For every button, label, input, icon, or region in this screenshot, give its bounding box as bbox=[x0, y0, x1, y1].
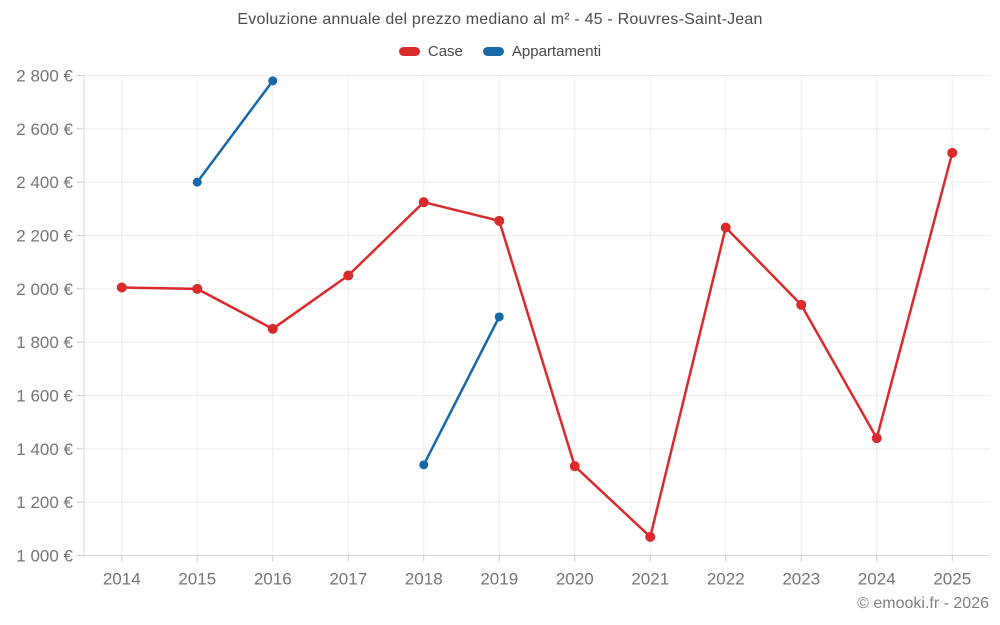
series-case-point-2017 bbox=[343, 270, 354, 281]
x-axis-label-2022: 2022 bbox=[707, 570, 745, 589]
series-appartamenti-point-2016 bbox=[268, 76, 278, 86]
series-case-point-2015 bbox=[192, 283, 203, 294]
legend: Case Appartamenti bbox=[0, 43, 1000, 60]
y-axis-label-2200: 2 200 € bbox=[16, 227, 73, 246]
x-axis-label-2024: 2024 bbox=[858, 570, 896, 589]
appartamenti-series-swatch-icon bbox=[482, 47, 504, 56]
chart-title: Evoluzione annuale del prezzo mediano al… bbox=[237, 11, 763, 28]
legend-item-appartamenti[interactable]: Appartamenti bbox=[482, 43, 602, 60]
legend-label-appartamenti: Appartamenti bbox=[511, 43, 602, 60]
series-case-point-2018 bbox=[418, 197, 429, 208]
x-axis-label-2019: 2019 bbox=[480, 570, 518, 589]
case-series-swatch-icon bbox=[398, 47, 420, 56]
series-case-point-2024 bbox=[871, 433, 882, 444]
x-axis-label-2017: 2017 bbox=[329, 570, 367, 589]
y-axis-label-1000: 1 000 € bbox=[16, 547, 73, 566]
x-axis-label-2023: 2023 bbox=[782, 570, 820, 589]
x-axis-label-2021: 2021 bbox=[631, 570, 669, 589]
series-case-point-2020 bbox=[569, 461, 580, 472]
series-appartamenti-point-2018 bbox=[419, 460, 429, 470]
series-case-point-2021 bbox=[645, 531, 656, 542]
y-axis-label-1800: 1 800 € bbox=[16, 333, 73, 352]
series-appartamenti-line bbox=[196, 79, 274, 184]
footer-credit-link[interactable]: © emooki.fr - 2026 bbox=[857, 595, 989, 612]
x-axis-label-2015: 2015 bbox=[178, 570, 216, 589]
x-axis-label-2020: 2020 bbox=[556, 570, 594, 589]
y-axis-label-2600: 2 600 € bbox=[16, 120, 73, 139]
y-axis-label-1600: 1 600 € bbox=[16, 387, 73, 406]
series-case-point-2022 bbox=[720, 222, 731, 233]
x-axis-label-2018: 2018 bbox=[405, 570, 443, 589]
x-axis-label-2014: 2014 bbox=[103, 570, 141, 589]
x-axis-label-2025: 2025 bbox=[933, 570, 971, 589]
series-case-point-2023 bbox=[796, 299, 807, 310]
series-appartamenti-line bbox=[422, 315, 501, 467]
series-appartamenti-point-2019 bbox=[494, 312, 504, 322]
y-axis-label-1200: 1 200 € bbox=[16, 493, 73, 512]
y-axis-label-2400: 2 400 € bbox=[16, 173, 73, 192]
series-case-line bbox=[120, 151, 954, 539]
legend-label-case: Case bbox=[427, 43, 463, 60]
y-axis-label-2800: 2 800 € bbox=[16, 67, 73, 86]
y-axis-label-2000: 2 000 € bbox=[16, 280, 73, 299]
series-appartamenti-point-2015 bbox=[192, 177, 202, 187]
series-case-point-2025 bbox=[947, 147, 958, 158]
series-case-point-2014 bbox=[116, 282, 127, 293]
legend-item-case[interactable]: Case bbox=[398, 43, 463, 60]
series-case-point-2016 bbox=[267, 323, 278, 334]
x-axis-label-2016: 2016 bbox=[254, 570, 292, 589]
series-case-point-2019 bbox=[494, 215, 505, 226]
y-axis-label-1400: 1 400 € bbox=[16, 440, 73, 459]
